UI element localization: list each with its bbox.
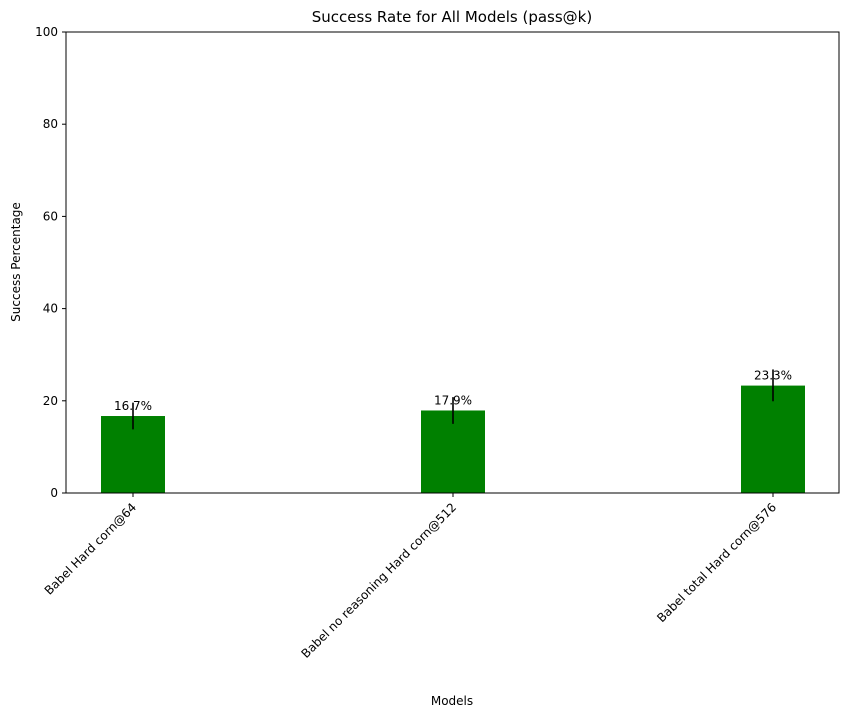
- x-axis: Babel Hard corn@64 Babel no reasoning Har…: [42, 493, 779, 661]
- y-tick-label: 60: [43, 209, 58, 223]
- x-tick-label: Babel no reasoning Hard corn@512: [298, 500, 459, 661]
- bar: [421, 410, 485, 493]
- y-tick-label: 40: [43, 302, 58, 316]
- chart-title: Success Rate for All Models (pass@k): [312, 8, 592, 26]
- y-tick-label: 100: [35, 25, 58, 39]
- y-tick-label: 80: [43, 117, 58, 131]
- data-labels: 16.7% 17.9% 23.3%: [114, 369, 792, 413]
- y-tick-label: 20: [43, 394, 58, 408]
- y-axis: 0 20 40 60 80 100: [35, 25, 66, 500]
- x-tick-label: Babel Hard corn@64: [42, 500, 139, 597]
- y-tick-label: 0: [50, 486, 58, 500]
- bar: [741, 385, 805, 493]
- x-tick-label: Babel total Hard corn@576: [654, 500, 779, 625]
- bar-value-label: 16.7%: [114, 399, 152, 413]
- y-axis-label: Success Percentage: [9, 202, 23, 322]
- bar-value-label: 23.3%: [754, 369, 792, 383]
- bar-value-label: 17.9%: [434, 393, 472, 407]
- error-bars-layer: [132, 369, 774, 430]
- x-axis-label: Models: [431, 694, 473, 708]
